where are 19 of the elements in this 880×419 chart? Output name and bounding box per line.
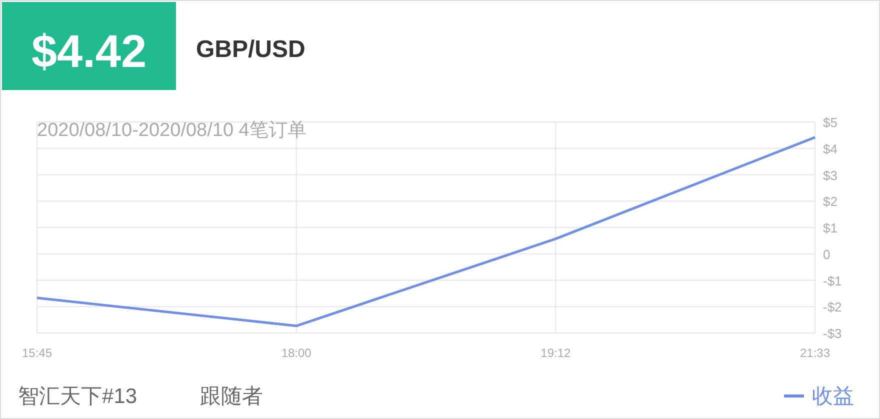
text: 智汇天下#13 <box>18 385 138 408</box>
annotation: 2020/08/10-2020/08/10 4笔订单 <box>37 120 306 141</box>
y-tick-label: -$1 <box>823 273 842 288</box>
y-tick-label: $5 <box>823 115 838 130</box>
y-tick-label: -$2 <box>823 300 842 315</box>
y-tick-label: $3 <box>823 168 838 183</box>
x-tick-label: 19:12 <box>540 346 572 360</box>
y-tick-label: $1 <box>823 220 838 236</box>
chart-subtitle: GBP/USD <box>196 36 306 63</box>
x-tick-label: 15:45 <box>22 346 52 360</box>
y-tick-label: $4 <box>823 141 838 156</box>
x-tick-label: 18:00 <box>281 346 312 360</box>
y-tick-label: 0 <box>823 246 830 262</box>
x-tick-label: 21:33 <box>800 346 830 360</box>
text: 跟随者 <box>200 385 263 408</box>
chart-title: $4.42 <box>31 25 147 77</box>
legend-label: 收益 <box>812 385 854 408</box>
y-tick-label: $2 <box>823 194 838 210</box>
y-tick-label: -$3 <box>823 326 842 341</box>
